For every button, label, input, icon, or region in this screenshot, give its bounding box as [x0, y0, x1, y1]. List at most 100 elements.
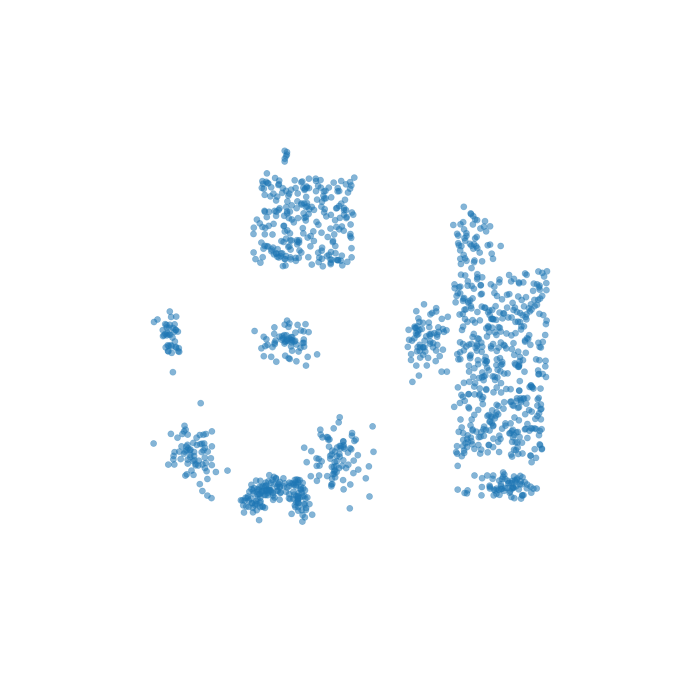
scatter-point: [293, 197, 301, 205]
scatter-point: [429, 343, 437, 351]
scatter-point: [291, 337, 299, 345]
scatter-point: [302, 193, 310, 201]
scatter-point: [164, 347, 172, 355]
scatter-point: [261, 504, 269, 512]
scatter-point: [496, 324, 504, 332]
scatter-point: [541, 362, 549, 370]
scatter-point: [194, 462, 202, 469]
scatter-point: [470, 411, 478, 419]
scatter-point: [491, 487, 499, 494]
scatter-point: [477, 433, 484, 441]
scatter-point: [528, 408, 536, 415]
scatter-point: [256, 490, 264, 498]
scatter-point: [532, 355, 540, 363]
scatter-point: [348, 209, 356, 216]
scatter-point: [251, 327, 258, 335]
scatter-point: [496, 367, 504, 375]
scatter-point: [251, 501, 259, 509]
scatter-point: [497, 339, 505, 346]
scatter-point: [482, 359, 489, 367]
scatter-point: [261, 342, 269, 350]
scatter-point: [509, 401, 516, 409]
scatter-point: [533, 485, 541, 492]
scatter-point: [197, 399, 205, 407]
scatter-point: [282, 488, 290, 496]
scatter-point: [461, 272, 469, 279]
scatter-point: [459, 295, 467, 303]
scatter-point: [470, 383, 478, 390]
scatter-point: [327, 193, 335, 201]
scatter-point: [316, 426, 324, 434]
scatter-point: [203, 492, 211, 499]
scatter-point: [317, 176, 324, 184]
scatter-point: [536, 310, 543, 318]
scatter-point: [296, 476, 304, 484]
scatter-point: [495, 448, 503, 456]
scatter-point: [500, 405, 507, 413]
scatter-point: [252, 477, 260, 484]
scatter-point: [326, 436, 333, 443]
scatter-point: [507, 419, 514, 427]
scatter-point: [500, 487, 508, 495]
scatter-point: [286, 495, 294, 503]
scatter-point: [482, 353, 489, 361]
scatter-point: [451, 280, 458, 288]
scatter-point: [521, 368, 528, 376]
scatter-point: [287, 246, 294, 253]
scatter-point: [469, 426, 476, 433]
scatter-point: [464, 486, 471, 494]
scatter-point: [292, 257, 300, 265]
scatter-point: [494, 438, 502, 446]
scatter-point: [469, 221, 477, 228]
scatter-point: [260, 352, 268, 360]
scatter-point: [250, 224, 258, 232]
scatter-point: [304, 253, 312, 261]
scatter-point: [542, 279, 550, 287]
scatter-point: [506, 429, 514, 437]
scatter-point: [366, 493, 373, 500]
scatter-point: [307, 447, 315, 455]
scatter-point: [330, 179, 338, 186]
scatter-point: [160, 331, 168, 339]
scatter-point: [517, 326, 525, 333]
scatter-point: [415, 372, 423, 379]
scatter-point: [412, 307, 420, 315]
scatter-point: [346, 504, 354, 512]
scatter-point: [496, 354, 504, 362]
scatter-point: [473, 273, 481, 281]
scatter-point: [456, 338, 464, 346]
scatter-point: [499, 469, 507, 476]
scatter-point: [324, 233, 332, 241]
scatter-point: [412, 362, 420, 369]
scatter-point: [297, 178, 305, 186]
scatter-point: [347, 234, 355, 242]
scatter-point: [294, 238, 301, 246]
scatter-point: [453, 350, 461, 358]
scatter-point: [469, 294, 476, 302]
scatter-point: [462, 305, 470, 313]
scatter-point: [507, 385, 514, 393]
scatter-point: [489, 475, 496, 483]
scatter-point: [470, 364, 478, 372]
scatter-point: [329, 238, 337, 246]
scatter-point: [282, 337, 290, 345]
scatter-point: [349, 469, 357, 477]
scatter-point: [485, 366, 493, 374]
scatter-point: [267, 353, 275, 361]
scatter-point: [299, 229, 307, 237]
scatter-point: [512, 329, 519, 337]
scatter-point: [276, 483, 284, 491]
scatter-point: [323, 252, 331, 260]
scatter-point: [276, 496, 283, 504]
scatter-point: [513, 308, 521, 316]
scatter-point: [493, 292, 501, 300]
scatter-point: [473, 233, 481, 241]
scatter-point: [490, 388, 497, 396]
scatter-point: [339, 476, 347, 484]
scatter-point: [344, 189, 352, 196]
scatter-point: [516, 433, 523, 441]
scatter-point: [541, 331, 549, 339]
scatter-point: [305, 328, 312, 336]
scatter-point: [515, 387, 523, 395]
scatter-point: [224, 467, 231, 474]
